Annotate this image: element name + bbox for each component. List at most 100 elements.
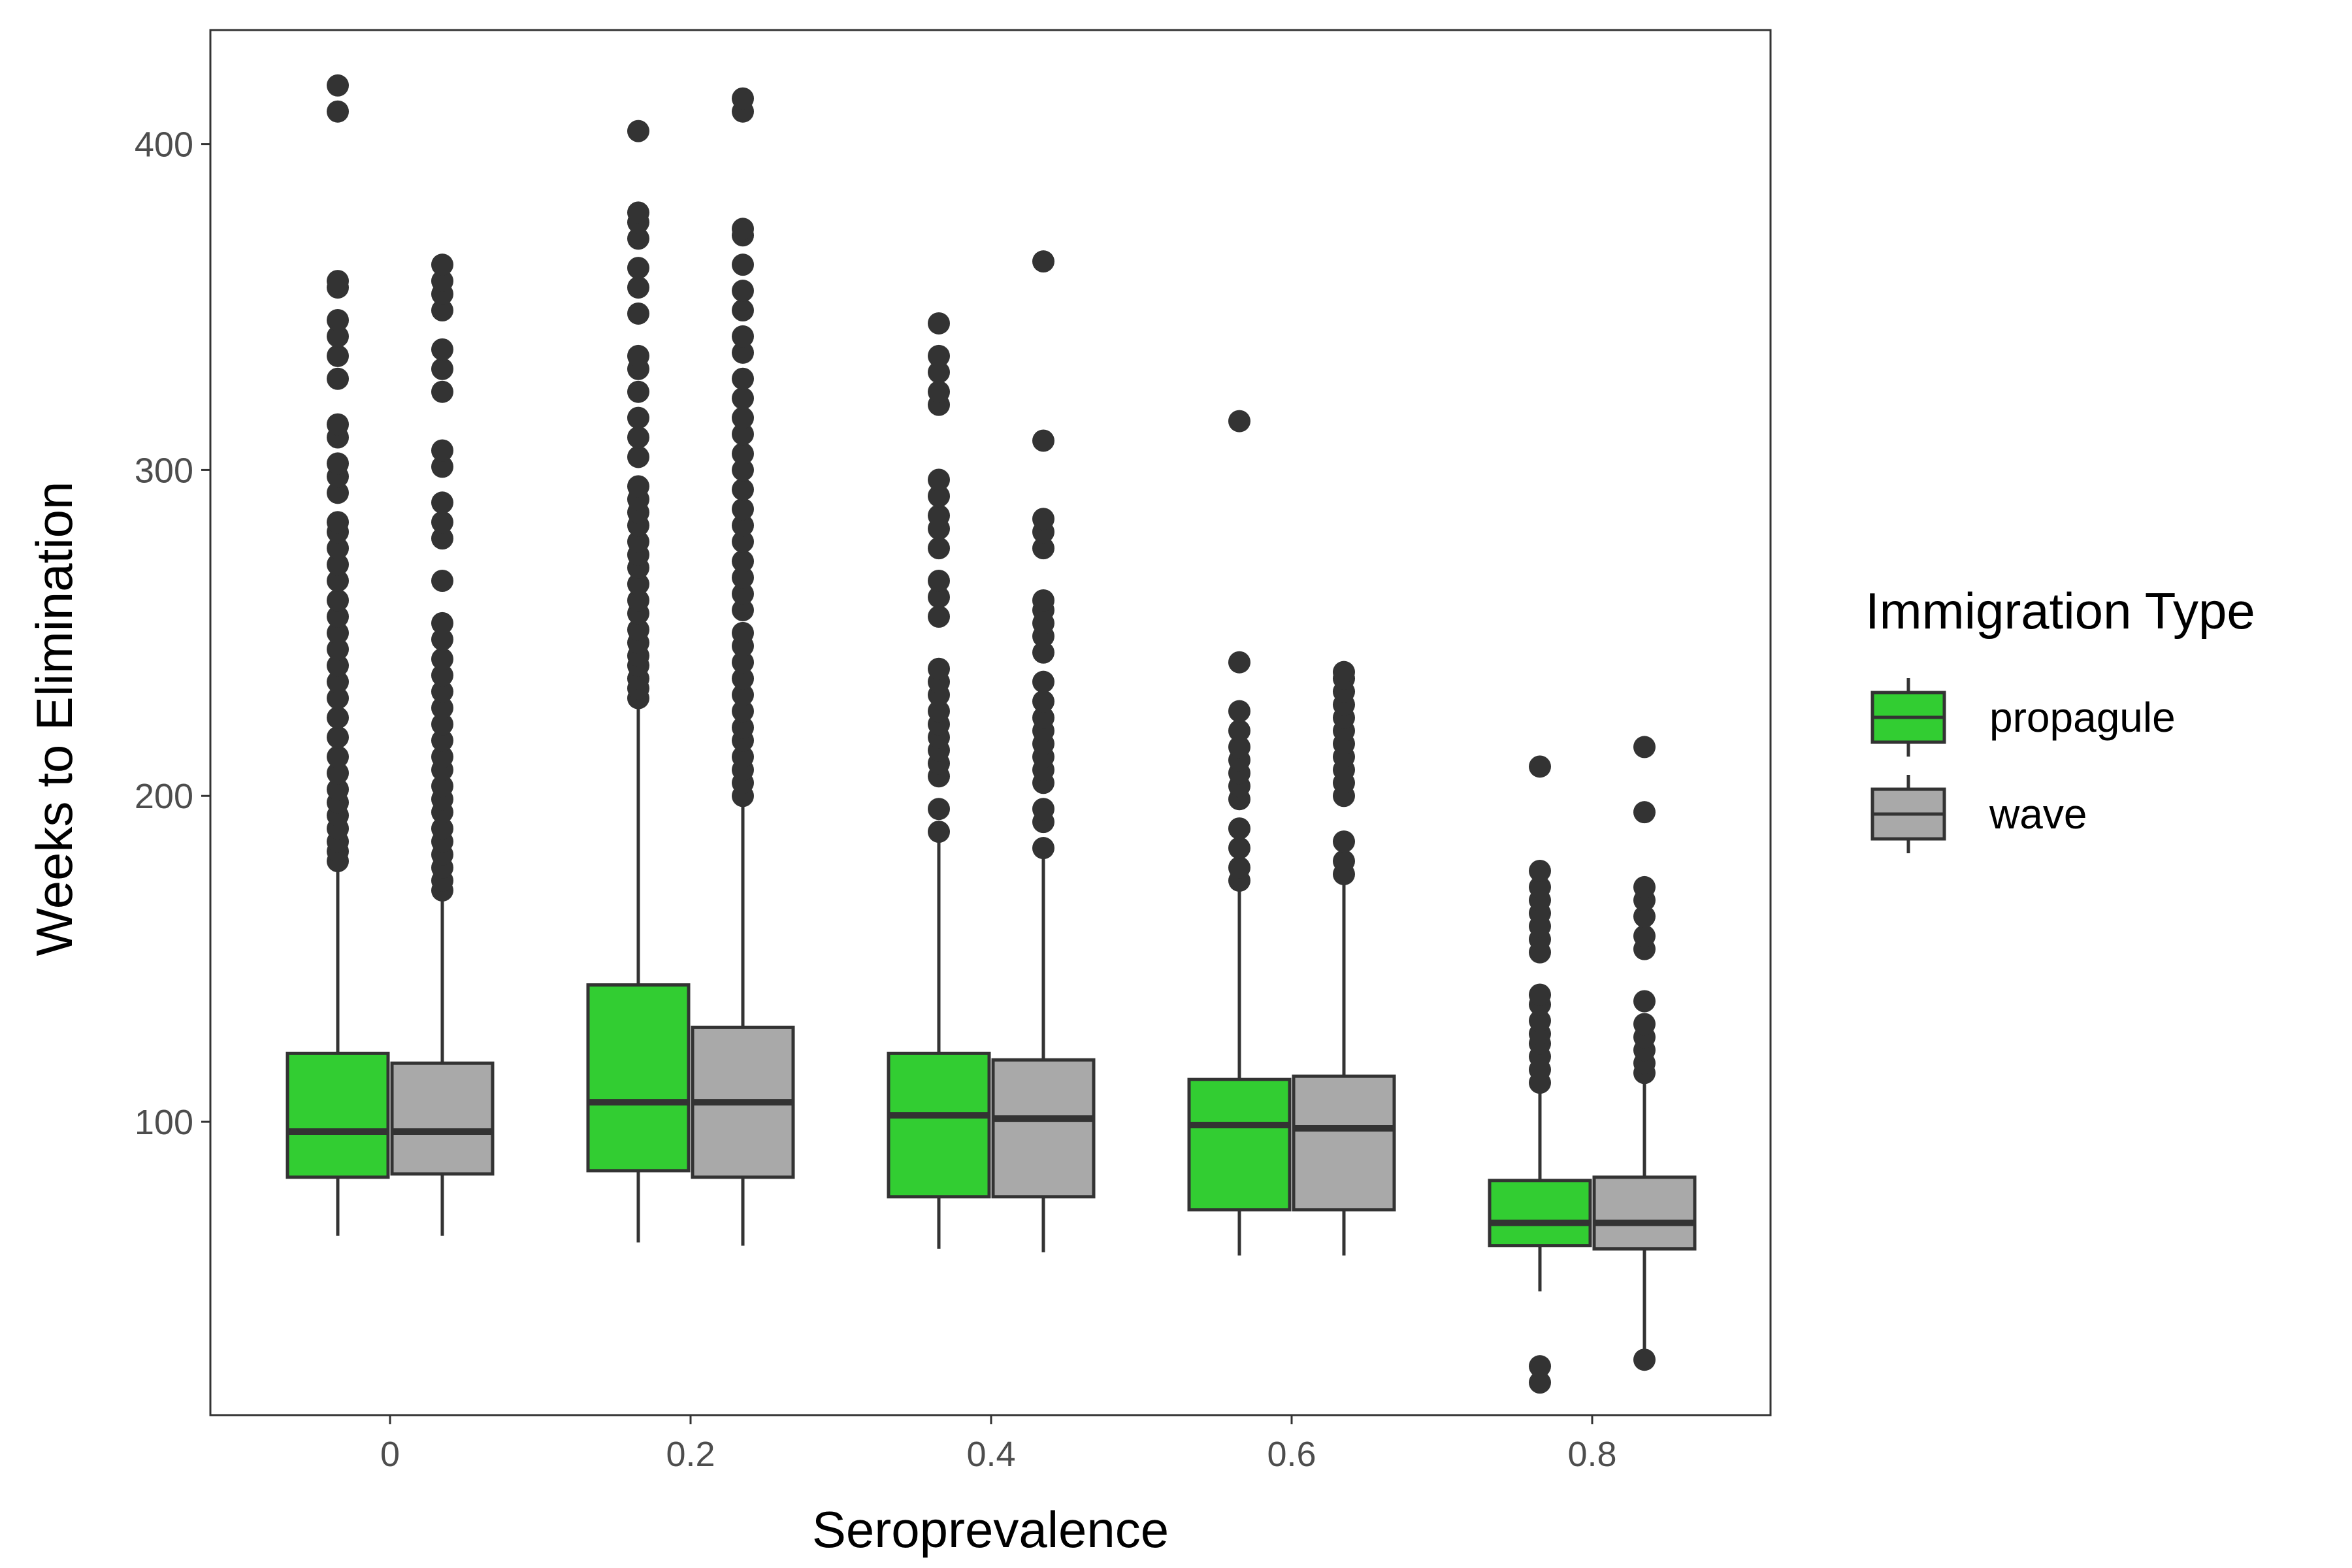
- outlier-point: [732, 700, 754, 723]
- box-iqr: [1488, 1179, 1592, 1248]
- outlier-point: [627, 257, 649, 280]
- outlier-point: [928, 605, 950, 628]
- outlier-point: [1228, 856, 1250, 879]
- outlier-point: [1633, 990, 1656, 1013]
- outlier-point: [1529, 875, 1551, 898]
- outlier-point: [327, 638, 349, 661]
- outlier-point: [732, 406, 754, 429]
- outlier-point: [1032, 706, 1054, 729]
- y-tick-label: 100: [135, 1103, 193, 1142]
- box-layer: [286, 74, 1697, 1394]
- box-propagule-0.2: [586, 120, 691, 1243]
- outlier-point: [327, 745, 349, 768]
- outlier-point: [732, 716, 754, 739]
- outlier-point: [732, 367, 754, 390]
- outlier-point: [431, 729, 453, 752]
- outlier-point: [1032, 798, 1054, 821]
- outlier-point: [1529, 859, 1551, 882]
- outlier-point: [327, 270, 349, 293]
- outlier-point: [732, 745, 754, 768]
- outlier-point: [431, 491, 453, 514]
- outlier-point: [1633, 875, 1656, 898]
- outlier-point: [1633, 905, 1656, 928]
- outlier-point: [928, 485, 950, 508]
- outlier-point: [431, 664, 453, 687]
- outlier-point: [627, 618, 649, 641]
- outlier-point: [732, 423, 754, 446]
- legend-key-propagule: propagule: [1870, 678, 2176, 757]
- outlier-point: [1633, 1348, 1656, 1371]
- outlier-point: [431, 439, 453, 462]
- legend-label-wave: wave: [1989, 791, 2087, 838]
- legend: Immigration Type propagule wave: [1865, 582, 2255, 853]
- outlier-point: [1333, 661, 1355, 683]
- outlier-point: [431, 775, 453, 798]
- outlier-point: [1228, 719, 1250, 742]
- box-propagule-0.8: [1488, 755, 1592, 1394]
- outlier-point: [1529, 755, 1551, 778]
- outlier-point: [1529, 983, 1551, 1006]
- outlier-point: [431, 253, 453, 276]
- outlier-point: [1032, 690, 1054, 713]
- outlier-point: [627, 446, 649, 468]
- outlier-point: [732, 280, 754, 302]
- axes-layer: 100 200 300 400 0 0.2 0.4 0.6 0.8: [135, 125, 1617, 1474]
- outlier-point: [327, 413, 349, 436]
- outlier-point: [1228, 817, 1250, 840]
- outlier-point: [732, 325, 754, 348]
- outlier-point: [431, 455, 453, 478]
- outlier-point: [627, 302, 649, 325]
- outlier-point: [627, 406, 649, 429]
- outlier-point: [928, 657, 950, 680]
- outlier-point: [732, 478, 754, 501]
- outlier-point: [732, 514, 754, 537]
- box-iqr: [286, 1051, 390, 1179]
- y-axis-title: Weeks to Elimination: [25, 482, 83, 956]
- outlier-point: [1228, 410, 1250, 433]
- box-iqr: [991, 1058, 1096, 1199]
- outlier-point: [1032, 670, 1054, 693]
- outlier-point: [1032, 508, 1054, 531]
- outlier-point: [1633, 1013, 1656, 1036]
- outlier-point: [431, 380, 453, 403]
- box-iqr: [1187, 1077, 1292, 1212]
- outlier-point: [431, 696, 453, 719]
- x-tick-label: 0.2: [666, 1435, 715, 1474]
- legend-title: Immigration Type: [1865, 582, 2255, 640]
- outlier-point: [732, 341, 754, 364]
- outlier-point: [327, 605, 349, 628]
- y-tick-label: 400: [135, 125, 193, 165]
- y-tick-label: 200: [135, 777, 193, 816]
- outlier-point: [1633, 736, 1656, 759]
- outlier-point: [928, 361, 950, 384]
- outlier-point: [327, 570, 349, 593]
- box-iqr: [586, 983, 691, 1173]
- outlier-point: [1333, 850, 1355, 872]
- outlier-point: [732, 550, 754, 573]
- outlier-point: [627, 475, 649, 498]
- outlier-point: [627, 201, 649, 224]
- box-iqr: [887, 1051, 991, 1199]
- outlier-point: [928, 700, 950, 723]
- outlier-point: [732, 621, 754, 644]
- outlier-point: [1228, 837, 1250, 860]
- outlier-point: [1529, 1355, 1551, 1378]
- outlier-point: [732, 531, 754, 553]
- outlier-point: [1032, 589, 1054, 612]
- box-wave-0: [390, 253, 495, 1236]
- outlier-point: [1228, 700, 1250, 723]
- outlier-point: [431, 357, 453, 380]
- outlier-point: [431, 511, 453, 534]
- outlier-point: [327, 706, 349, 729]
- x-tick-label: 0: [380, 1435, 400, 1474]
- outlier-point: [732, 683, 754, 706]
- outlier-point: [431, 680, 453, 703]
- outlier-point: [732, 582, 754, 605]
- outlier-point: [327, 74, 349, 97]
- outlier-point: [627, 589, 649, 612]
- outlier-point: [431, 570, 453, 593]
- outlier-point: [732, 218, 754, 240]
- outlier-point: [627, 531, 649, 553]
